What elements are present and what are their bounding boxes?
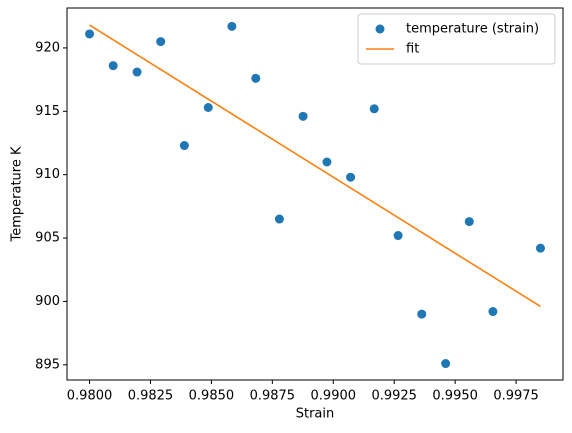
- scatter-point: [441, 359, 451, 369]
- scatter-point: [322, 157, 332, 167]
- y-axis-label: Temperature K: [10, 146, 25, 242]
- x-tick-label: 0.9975: [493, 389, 539, 404]
- scatter-point: [488, 307, 498, 317]
- scatter-point: [369, 104, 379, 114]
- scatter-point: [274, 214, 284, 224]
- scatter-point: [227, 21, 237, 31]
- scatter-point: [132, 67, 142, 77]
- y-tick-label: 905: [35, 231, 60, 246]
- scatter-point: [251, 73, 261, 83]
- scatter-point: [346, 172, 356, 182]
- scatter-point: [108, 61, 118, 71]
- scatter-point: [156, 37, 166, 47]
- legend-marker: [375, 24, 385, 34]
- scatter-point: [179, 141, 189, 151]
- legend-label: fit: [406, 42, 419, 57]
- plot-frame: [66, 7, 564, 381]
- y-tick-label: 895: [35, 357, 60, 372]
- legend-box: [357, 13, 556, 65]
- scatter-point: [535, 243, 545, 253]
- scatter-point: [417, 309, 427, 319]
- fit-line: [89, 24, 541, 308]
- x-tick-label: 0.9800: [67, 389, 113, 404]
- x-axis-label: Strain: [296, 407, 335, 422]
- y-tick-label: 920: [35, 40, 60, 55]
- x-tick-label: 0.9875: [250, 389, 296, 404]
- x-tick-label: 0.9825: [128, 389, 174, 404]
- x-tick-label: 0.9950: [432, 389, 478, 404]
- x-tick-label: 0.9850: [189, 389, 235, 404]
- x-tick-label: 0.9900: [311, 389, 357, 404]
- scatter-point: [464, 217, 474, 227]
- y-tick-label: 900: [35, 294, 60, 309]
- y-tick-label: 915: [35, 104, 60, 119]
- scatter-point: [85, 29, 95, 39]
- scatter-point: [203, 102, 213, 112]
- legend-label: temperature (strain): [406, 22, 539, 37]
- x-tick-label: 0.9925: [371, 389, 417, 404]
- y-tick-label: 910: [35, 167, 60, 182]
- scatter-point: [298, 111, 308, 121]
- scatter-point: [393, 231, 403, 241]
